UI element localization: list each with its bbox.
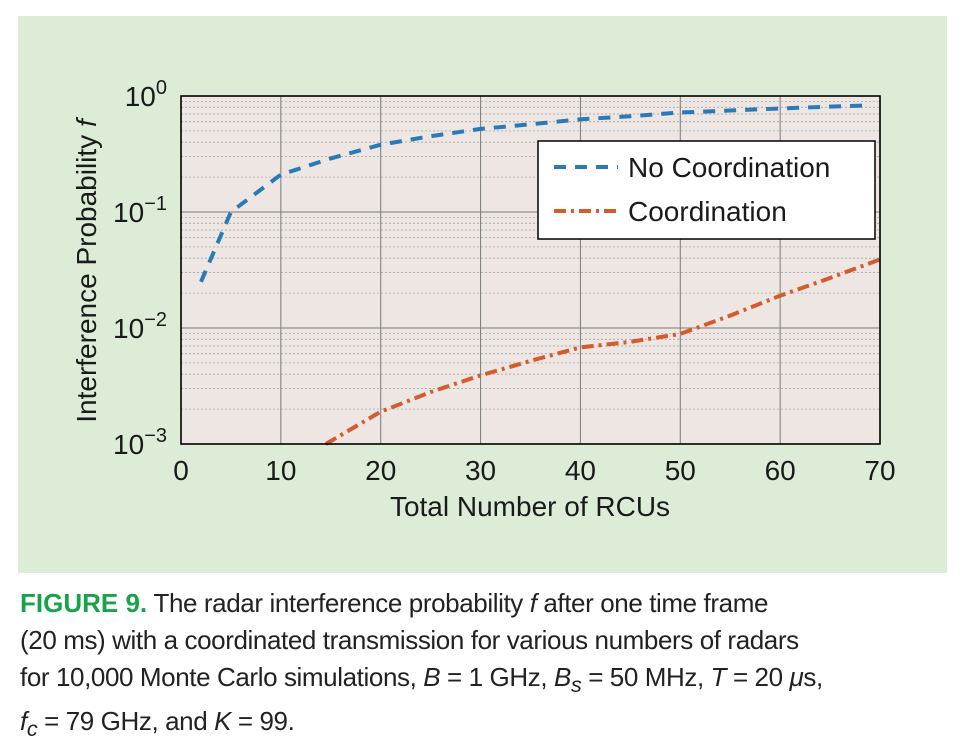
y-tick-label: 10−3 bbox=[113, 425, 167, 460]
x-axis-label: Total Number of RCUs bbox=[390, 491, 670, 522]
series-line-coordination bbox=[324, 257, 881, 446]
chart-panel: 0 10 20 30 40 50 60 70 10−3 10−2 10−1 100 Total Nu… bbox=[18, 16, 947, 573]
figure-caption: FIGURE 9. The radar interference probabi… bbox=[20, 585, 950, 747]
series-layer bbox=[199, 103, 881, 446]
legend: No Coordination Coordination bbox=[537, 140, 876, 240]
x-axis-ticks: 0 10 20 30 40 50 60 70 bbox=[173, 455, 895, 486]
caption-line-4: fc = 79 GHz, and K = 99. bbox=[20, 706, 295, 742]
x-tick-label: 0 bbox=[173, 455, 189, 486]
figure-label: FIGURE 9. bbox=[20, 588, 148, 618]
caption-line-2: (20 ms) with a coordinated transmission … bbox=[20, 625, 799, 655]
x-tick-label: 40 bbox=[565, 455, 596, 486]
legend-label-no-coordination: No Coordination bbox=[628, 152, 830, 183]
line-chart: 0 10 20 30 40 50 60 70 10−3 10−2 10−1 100 Total Nu… bbox=[71, 77, 896, 522]
caption-line-1: FIGURE 9. The radar interference probabi… bbox=[20, 588, 769, 618]
x-tick-label: 70 bbox=[864, 455, 895, 486]
minor-gridlines bbox=[181, 100, 880, 410]
x-tick-label: 10 bbox=[265, 455, 296, 486]
plot-frame bbox=[180, 95, 881, 445]
x-tick-label: 60 bbox=[765, 455, 796, 486]
legend-label-coordination: Coordination bbox=[628, 196, 787, 227]
x-tick-label: 20 bbox=[365, 455, 396, 486]
legend-box bbox=[537, 140, 876, 240]
x-tick-label: 50 bbox=[665, 455, 696, 486]
series-line-no-coordination bbox=[199, 103, 871, 283]
y-tick-label: 100 bbox=[125, 77, 167, 112]
y-axis-label: Interference Probability f bbox=[71, 116, 102, 423]
y-tick-label: 10−2 bbox=[113, 309, 167, 344]
caption-line-3: for 10,000 Monte Carlo simulations, B = … bbox=[20, 662, 823, 698]
y-tick-label: 10−1 bbox=[113, 193, 167, 228]
y-axis-ticks: 10−3 10−2 10−1 100 bbox=[113, 77, 167, 460]
x-tick-label: 30 bbox=[465, 455, 496, 486]
